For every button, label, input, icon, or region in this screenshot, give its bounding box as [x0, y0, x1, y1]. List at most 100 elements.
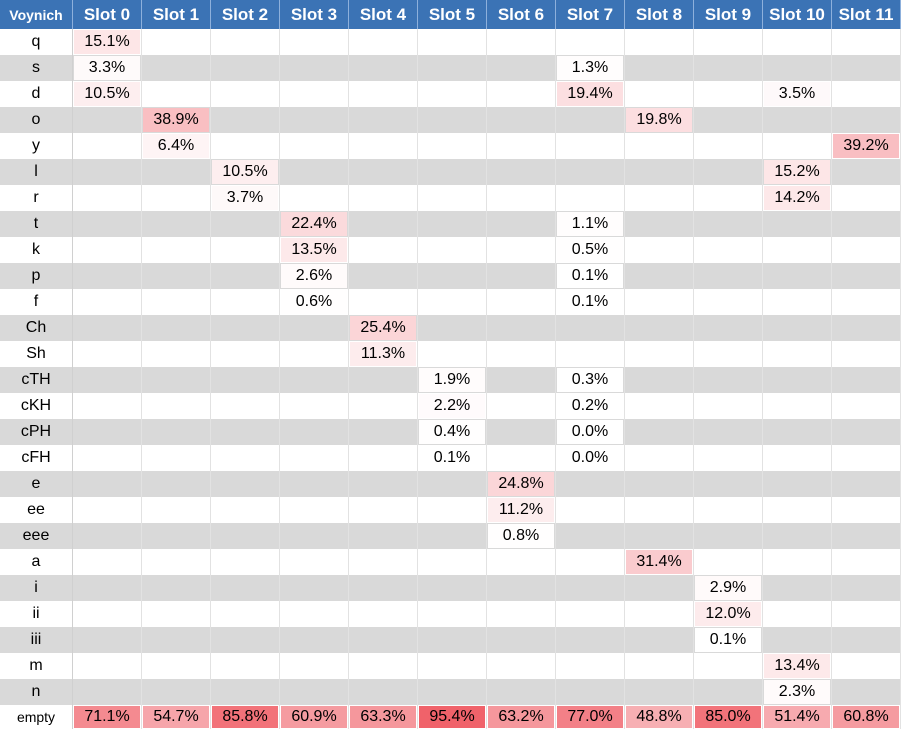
heatmap-cell-value — [143, 472, 209, 496]
heatmap-cell — [832, 523, 901, 549]
row-label-ckh: cKH — [0, 393, 73, 419]
heatmap-cell-value — [212, 446, 278, 470]
heatmap-cell: 0.1% — [418, 445, 487, 471]
heatmap-cell-value — [419, 550, 485, 574]
heatmap-cell — [142, 653, 211, 679]
heatmap-cell-value — [143, 420, 209, 444]
heatmap-cell — [211, 55, 280, 81]
heatmap-cell-value — [626, 290, 692, 314]
heatmap-cell: 25.4% — [349, 315, 418, 341]
heatmap-cell-value — [557, 160, 623, 184]
heatmap-cell — [418, 159, 487, 185]
heatmap-cell — [625, 523, 694, 549]
heatmap-cell — [280, 159, 349, 185]
heatmap-cell — [142, 601, 211, 627]
heatmap-cell — [349, 211, 418, 237]
heatmap-cell-value — [350, 680, 416, 704]
heatmap-cell — [556, 601, 625, 627]
column-header-slot-5: Slot 5 — [418, 0, 487, 29]
heatmap-cell-value — [350, 654, 416, 678]
heatmap-cell — [763, 341, 832, 367]
heatmap-cell — [832, 575, 901, 601]
heatmap-cell — [694, 315, 763, 341]
heatmap-cell — [556, 653, 625, 679]
heatmap-cell — [418, 653, 487, 679]
heatmap-cell — [763, 471, 832, 497]
heatmap-cell — [142, 263, 211, 289]
heatmap-cell-value — [833, 186, 899, 210]
heatmap-cell-value — [281, 446, 347, 470]
heatmap-cell-value — [626, 472, 692, 496]
heatmap-cell: 38.9% — [142, 107, 211, 133]
heatmap-cell-value — [212, 342, 278, 366]
heatmap-cell: 13.5% — [280, 237, 349, 263]
heatmap-cell — [763, 445, 832, 471]
heatmap-cell — [418, 29, 487, 55]
heatmap-cell — [349, 575, 418, 601]
heatmap-cell-value — [626, 628, 692, 652]
column-header-slot-7: Slot 7 — [556, 0, 625, 29]
heatmap-cell-value — [350, 82, 416, 106]
heatmap-cell-value — [419, 134, 485, 158]
heatmap-cell-value: 63.3% — [350, 706, 416, 728]
heatmap-cell — [625, 497, 694, 523]
row-label-s: s — [0, 55, 73, 81]
heatmap-cell-value: 3.7% — [212, 186, 278, 210]
heatmap-cell — [763, 523, 832, 549]
heatmap-cell-value — [350, 264, 416, 288]
heatmap-cell — [556, 523, 625, 549]
heatmap-cell — [832, 237, 901, 263]
heatmap-cell — [694, 211, 763, 237]
heatmap-cell: 63.2% — [487, 705, 556, 729]
heatmap-cell-value — [626, 446, 692, 470]
heatmap-cell-value — [143, 264, 209, 288]
heatmap-cell — [211, 211, 280, 237]
heatmap-cell — [280, 549, 349, 575]
heatmap-cell: 14.2% — [763, 185, 832, 211]
heatmap-cell-value — [281, 56, 347, 80]
heatmap-cell — [349, 29, 418, 55]
heatmap-cell — [73, 185, 142, 211]
heatmap-cell-value — [74, 290, 140, 314]
heatmap-cell-value — [833, 680, 899, 704]
heatmap-cell — [211, 523, 280, 549]
heatmap-cell-value — [143, 602, 209, 626]
heatmap-cell — [694, 679, 763, 705]
row-label-d: d — [0, 81, 73, 107]
heatmap-cell: 2.6% — [280, 263, 349, 289]
heatmap-cell — [211, 29, 280, 55]
heatmap-cell — [418, 237, 487, 263]
row-label-n: n — [0, 679, 73, 705]
column-header-slot-8: Slot 8 — [625, 0, 694, 29]
heatmap-cell-value — [350, 186, 416, 210]
row-label-y: y — [0, 133, 73, 159]
heatmap-cell — [280, 341, 349, 367]
heatmap-cell — [694, 445, 763, 471]
column-header-slot-4: Slot 4 — [349, 0, 418, 29]
heatmap-cell-value — [764, 56, 830, 80]
heatmap-cell-value — [488, 628, 554, 652]
heatmap-cell-value: 1.1% — [557, 212, 623, 236]
heatmap-cell — [487, 211, 556, 237]
heatmap-cell — [625, 315, 694, 341]
column-header-slot-2: Slot 2 — [211, 0, 280, 29]
heatmap-cell — [73, 497, 142, 523]
heatmap-cell — [211, 679, 280, 705]
heatmap-cell-value: 77.0% — [557, 706, 623, 728]
heatmap-cell — [142, 185, 211, 211]
heatmap-cell — [280, 445, 349, 471]
heatmap-cell: 54.7% — [142, 705, 211, 729]
heatmap-cell-value — [74, 238, 140, 262]
heatmap-cell-value — [281, 602, 347, 626]
heatmap-cell — [349, 679, 418, 705]
row-label-i: i — [0, 575, 73, 601]
heatmap-cell — [280, 471, 349, 497]
heatmap-cell-value — [833, 602, 899, 626]
heatmap-cell — [763, 549, 832, 575]
heatmap-cell-value — [281, 316, 347, 340]
heatmap-cell-value — [281, 524, 347, 548]
heatmap-cell-value: 2.9% — [695, 576, 761, 600]
heatmap-cell — [349, 289, 418, 315]
heatmap-cell — [349, 445, 418, 471]
heatmap-cell: 0.2% — [556, 393, 625, 419]
